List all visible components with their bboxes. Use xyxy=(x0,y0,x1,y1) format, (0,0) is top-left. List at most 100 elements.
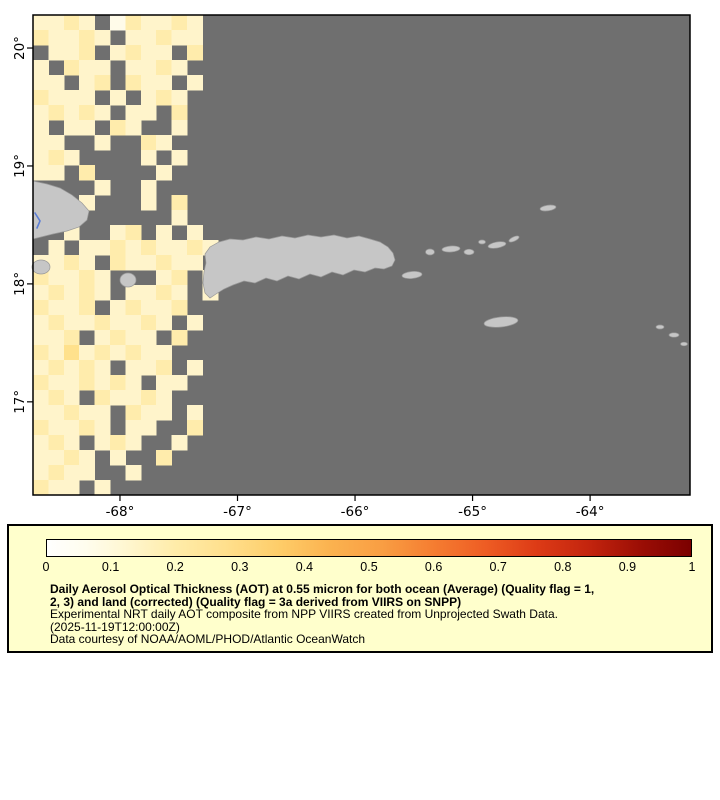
aot-cell xyxy=(110,345,126,361)
aot-cell xyxy=(110,45,126,61)
colorbar-tick-label: 0.4 xyxy=(295,560,314,574)
aot-cell xyxy=(156,315,173,331)
aot-cell xyxy=(63,390,80,406)
st-john-island xyxy=(463,248,475,256)
aot-cell xyxy=(140,90,157,106)
aot-cell xyxy=(79,405,96,421)
aot-cell xyxy=(156,300,173,316)
aot-cell xyxy=(48,165,65,181)
aot-cell xyxy=(48,390,65,406)
aot-cell xyxy=(125,285,142,301)
aot-cell xyxy=(33,150,49,166)
aot-cell xyxy=(156,270,173,286)
aot-cell xyxy=(63,270,80,286)
vieques-island xyxy=(401,271,423,279)
aot-cell xyxy=(156,345,173,361)
aot-cell xyxy=(187,15,203,31)
x-axis-tick-label: -67° xyxy=(223,504,252,516)
aot-cell xyxy=(140,330,157,346)
aot-cell xyxy=(125,45,142,61)
aot-cell xyxy=(140,180,157,196)
aot-cell xyxy=(48,105,65,121)
islet-east-3 xyxy=(680,341,688,347)
aot-cell xyxy=(140,255,157,271)
aot-cell xyxy=(140,300,157,316)
islet-east-1 xyxy=(655,324,665,330)
aot-cell xyxy=(63,60,80,76)
aot-cell xyxy=(48,435,65,451)
aot-cell xyxy=(94,75,111,91)
aot-cell xyxy=(125,15,142,31)
aot-cell xyxy=(156,255,173,271)
x-axis-tick-label: -65° xyxy=(458,504,487,516)
aot-cell xyxy=(79,270,96,286)
hispaniola-landmass xyxy=(32,180,90,240)
aot-cell xyxy=(79,420,96,436)
aot-cell xyxy=(125,75,142,91)
aot-cell xyxy=(94,60,111,76)
legend-credit: Data courtesy of NOAA/AOML/PHOD/Atlantic… xyxy=(50,632,365,647)
aot-cell xyxy=(156,240,173,256)
aot-cell xyxy=(63,435,80,451)
aot-cell xyxy=(63,450,80,466)
aot-cell xyxy=(79,120,96,136)
aot-cell xyxy=(140,45,157,61)
aot-cell xyxy=(33,60,49,76)
aot-cell xyxy=(171,15,188,31)
aot-cell xyxy=(33,360,49,376)
aot-cell xyxy=(140,30,157,46)
aot-cell xyxy=(156,15,173,31)
aot-cell xyxy=(63,360,80,376)
colorbar-tick-label: 0.5 xyxy=(360,560,378,574)
aot-cell xyxy=(171,150,188,166)
aot-cell xyxy=(156,375,173,391)
aot-cell xyxy=(94,360,111,376)
puerto-rico-landmass xyxy=(202,234,396,299)
aot-cell xyxy=(48,30,65,46)
aot-cell xyxy=(48,135,65,151)
aot-cell xyxy=(110,255,126,271)
jost-van-dyke-island xyxy=(478,239,486,245)
virgin-gorda-island xyxy=(508,235,520,243)
aot-cell xyxy=(140,405,157,421)
aot-cell xyxy=(63,405,80,421)
aot-cell xyxy=(125,30,142,46)
aot-cell xyxy=(79,300,96,316)
aot-cell xyxy=(156,360,173,376)
colorbar-tick-label: 0.8 xyxy=(554,560,572,574)
colorbar-tick-label: 1 xyxy=(688,560,696,574)
aot-cell xyxy=(63,255,80,271)
aot-cell xyxy=(48,15,65,31)
aot-cell xyxy=(48,345,65,361)
aot-cell xyxy=(33,165,49,181)
aot-cell xyxy=(79,360,96,376)
aot-cell xyxy=(94,405,111,421)
aot-cell xyxy=(187,315,203,331)
aot-cell xyxy=(171,195,188,211)
aot-cell xyxy=(63,45,80,61)
aot-cell xyxy=(171,30,188,46)
aot-cell xyxy=(187,360,203,376)
aot-cell xyxy=(140,285,157,301)
st-thomas-island xyxy=(441,245,461,253)
river-mark xyxy=(34,212,41,229)
aot-cell xyxy=(48,285,65,301)
aot-cell xyxy=(187,255,203,271)
aot-cell xyxy=(110,15,126,31)
colorbar-tick-label: 0.2 xyxy=(166,560,184,574)
aot-cell xyxy=(48,450,65,466)
aot-cell xyxy=(110,450,126,466)
aot-cell xyxy=(63,375,80,391)
aot-cell xyxy=(110,375,126,391)
aot-cell xyxy=(125,255,142,271)
aot-cell xyxy=(33,285,49,301)
aot-cell xyxy=(125,345,142,361)
y-axis-tick-label: 17° xyxy=(12,390,28,414)
st-croix-island xyxy=(483,316,519,328)
aot-cell xyxy=(171,105,188,121)
aot-cell xyxy=(79,165,96,181)
colorbar-tick-labels: 0 0.1 0.2 0.3 0.4 0.5 0.6 0.7 0.8 0.9 1 xyxy=(43,560,696,576)
aot-cell xyxy=(125,300,142,316)
aot-cell xyxy=(171,270,188,286)
aot-cell xyxy=(156,285,173,301)
